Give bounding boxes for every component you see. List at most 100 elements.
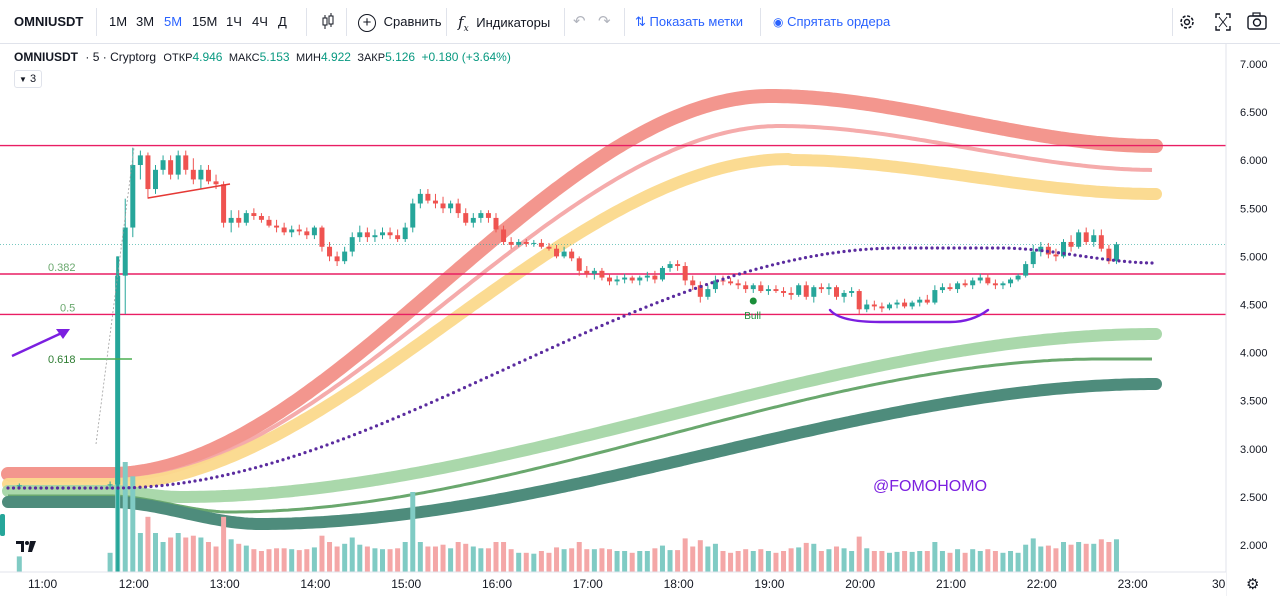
candle-body xyxy=(652,275,658,280)
indicator-dot xyxy=(1078,254,1083,258)
indicator-dot xyxy=(517,360,522,365)
timeframe-1m-button[interactable]: 1M xyxy=(109,14,128,29)
volume-bar xyxy=(1038,546,1044,572)
legend-high-value: 5.153 xyxy=(259,50,290,64)
indicator-dot xyxy=(193,479,197,483)
indicator-dot xyxy=(72,486,76,490)
volume-bar xyxy=(508,549,514,572)
compare-label: Сравнить xyxy=(383,14,442,29)
volume-bar xyxy=(122,462,128,572)
indicator-dot xyxy=(165,483,170,487)
indicator-dot xyxy=(726,275,731,279)
indicator-dot xyxy=(1084,255,1088,259)
candle-body xyxy=(387,232,393,236)
undo-icon[interactable]: ↶ xyxy=(573,13,586,30)
volume-bar xyxy=(137,533,143,572)
toolbar-separator xyxy=(96,8,97,36)
timeframe-d-button[interactable]: Д xyxy=(278,14,287,29)
indicator-dot xyxy=(567,338,571,342)
settings-button[interactable] xyxy=(1177,8,1197,36)
indicator-dot xyxy=(1067,252,1072,256)
time-tick-label: 18:00 xyxy=(664,577,694,591)
toolbar-separator xyxy=(346,8,347,36)
candle-body xyxy=(939,287,945,291)
indicator-dot xyxy=(429,400,434,405)
candle-body xyxy=(796,285,802,295)
indicator-dot xyxy=(138,485,142,489)
time-tick-label: 22:00 xyxy=(1027,577,1057,591)
indicators-button[interactable]: fx Индикаторы xyxy=(458,8,550,36)
indicator-dot xyxy=(781,260,786,264)
timeframe-4h-button[interactable]: 4Ч xyxy=(252,14,268,29)
show-marks-button[interactable]: ⇅ Показать метки xyxy=(635,8,743,36)
chart-type-button[interactable] xyxy=(320,8,336,36)
chart-axes: 7.000 6.500 6.000 5.500 5.000 4.500 4.000 3.500… xyxy=(0,44,1280,596)
indicator-dot xyxy=(198,478,203,482)
time-tick-label: 12:00 xyxy=(119,577,149,591)
candle-body xyxy=(826,287,832,290)
indicator-dot xyxy=(314,447,318,451)
volume-bar xyxy=(153,533,158,572)
indicator-dot xyxy=(715,279,720,283)
price-tick-label: 2.000 xyxy=(1240,540,1268,552)
indicator-dot xyxy=(154,484,159,488)
indicator-dot xyxy=(187,480,192,484)
candle-body xyxy=(501,229,507,242)
volume-bar xyxy=(637,551,643,572)
volume-bar xyxy=(274,548,280,572)
screenshot-button[interactable] xyxy=(1246,8,1268,36)
compare-button[interactable]: + Сравнить xyxy=(358,8,442,36)
indicator-dot xyxy=(847,249,852,253)
candle-body xyxy=(183,155,189,170)
symbol-search-button[interactable]: OMNIUSDT xyxy=(14,14,84,29)
candle-body xyxy=(667,264,673,268)
indicator-dot xyxy=(869,247,874,251)
indicator-dot xyxy=(341,437,346,441)
indicator-dot xyxy=(105,486,109,490)
timeframe-1h-button[interactable]: 1Ч xyxy=(226,14,242,29)
indicator-dot xyxy=(633,309,637,314)
volume-bar xyxy=(1008,551,1014,572)
volume-bar xyxy=(992,551,998,572)
indicator-dot xyxy=(149,484,153,489)
volume-bar xyxy=(1023,544,1029,572)
indicator-dot xyxy=(556,343,560,347)
indicator-dot xyxy=(1007,246,1011,250)
volume-bar xyxy=(781,551,787,572)
volume-bar xyxy=(372,548,378,572)
indicator-dot xyxy=(127,486,131,490)
indicators-collapse-button[interactable]: ▼ 3 xyxy=(14,70,42,88)
indicator-dot xyxy=(770,263,775,267)
timeframe-5m-button[interactable]: 5M xyxy=(164,14,183,29)
indicator-dot xyxy=(660,299,665,303)
indicator-dot xyxy=(248,467,252,471)
candle-body xyxy=(750,285,756,290)
redo-icon[interactable]: ↷ xyxy=(598,13,611,30)
hide-orders-button[interactable]: ◉ Спрятать ордера xyxy=(773,8,890,36)
time-tick-label: 14:00 xyxy=(300,577,330,591)
volume-bar xyxy=(917,551,923,572)
volume-bar xyxy=(402,542,408,572)
candle-body xyxy=(955,283,961,290)
candle-body xyxy=(584,270,590,274)
fullscreen-button[interactable] xyxy=(1214,8,1232,36)
candle-body xyxy=(463,213,469,223)
volume-bar xyxy=(758,549,764,572)
fib-ratio-label: 0.382 xyxy=(48,262,76,274)
indicator-dot xyxy=(836,250,841,254)
indicator-dot xyxy=(748,269,753,273)
candle-body xyxy=(917,299,923,303)
logo-background xyxy=(12,534,40,556)
indicator-dot xyxy=(259,464,263,468)
logo-mark-right xyxy=(28,541,36,552)
timeframe-3m-button[interactable]: 3M xyxy=(136,14,155,29)
volume-bar xyxy=(576,542,582,572)
indicator-dot xyxy=(358,430,362,435)
timeframe-15m-button[interactable]: 15M xyxy=(192,14,218,29)
price-chart[interactable]: 6.1524.8174.3975.126 0.3820.50.618Bull@F… xyxy=(0,44,1280,596)
candle-body xyxy=(523,241,529,244)
bull-signal-label: Bull xyxy=(744,311,761,322)
candle-body xyxy=(856,291,862,310)
indicator-dot xyxy=(875,247,879,251)
indicator-dot xyxy=(880,246,885,250)
